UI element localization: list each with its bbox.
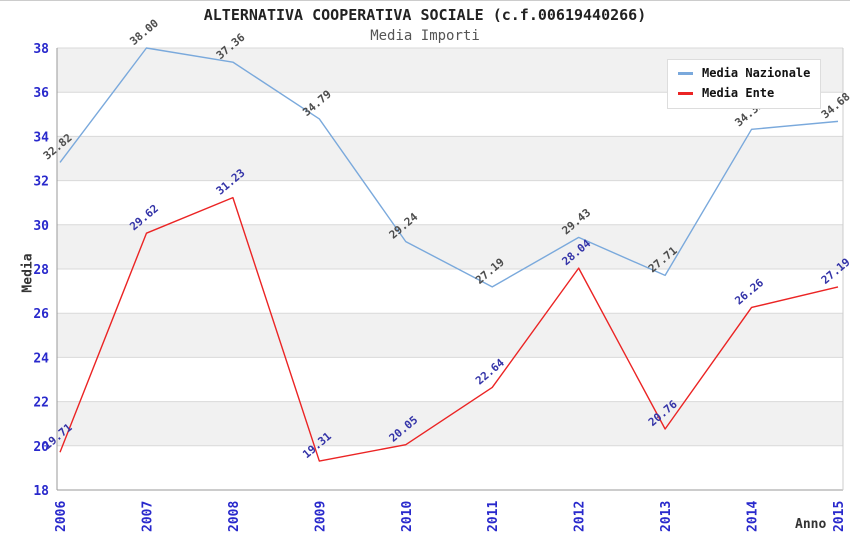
x-tick-label: 2012 — [573, 501, 588, 532]
y-tick-label: 26 — [33, 307, 49, 322]
data-label-media-nazionale: 34.68 — [819, 90, 850, 121]
x-tick-label: 2007 — [140, 501, 155, 532]
grid-band — [57, 401, 843, 446]
y-tick-label: 20 — [33, 440, 49, 455]
x-tick-label: 2011 — [486, 501, 501, 532]
grid-band — [57, 313, 843, 358]
x-tick-label: 2006 — [54, 501, 69, 532]
series-line-media-nazionale — [59, 47, 839, 288]
x-tick-label: 2008 — [227, 501, 242, 532]
series-line-media-ente — [59, 196, 839, 462]
x-tick-label: 2010 — [400, 501, 415, 532]
legend-item-media-ente: Media Ente — [678, 85, 810, 101]
grid-band — [57, 136, 843, 181]
legend-swatch-media-ente — [678, 92, 693, 96]
y-tick-label: 30 — [33, 219, 49, 234]
legend-label-media-ente: Media Ente — [702, 85, 775, 100]
y-tick-label: 24 — [33, 351, 49, 366]
legend: Media Nazionale Media Ente — [667, 59, 822, 109]
x-tick-label: 2015 — [832, 501, 847, 532]
y-tick-label: 28 — [33, 263, 49, 278]
grid-band — [57, 224, 843, 269]
y-tick-label: 36 — [33, 86, 49, 101]
y-axis-title: Media — [20, 253, 36, 293]
legend-swatch-media-nazionale — [678, 72, 693, 76]
chart-subtitle: Media Importi — [370, 28, 480, 44]
y-tick-label: 38 — [33, 42, 49, 57]
x-tick-label: 2013 — [659, 501, 674, 532]
x-axis-title: Anno — [795, 517, 827, 532]
x-tick-label: 2009 — [313, 501, 328, 532]
data-label-media-ente: 22.64 — [473, 356, 507, 387]
y-tick-label: 32 — [33, 175, 49, 190]
y-tick-label: 22 — [33, 396, 49, 411]
legend-label-media-nazionale: Media Nazionale — [702, 66, 811, 80]
x-tick-label: 2014 — [746, 501, 761, 532]
y-tick-label: 18 — [33, 484, 49, 499]
y-tick-label: 34 — [33, 130, 49, 145]
legend-item-media-nazionale: Media Nazionale — [678, 66, 811, 81]
chart-title: ALTERNATIVA COOPERATIVA SOCIALE (c.f.006… — [203, 6, 647, 24]
data-label-media-ente: 26.26 — [732, 276, 766, 307]
